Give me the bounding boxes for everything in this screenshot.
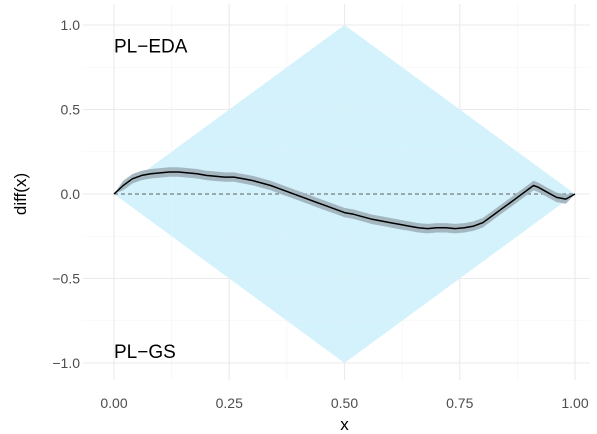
- annotation-top: PL−EDA: [114, 36, 188, 57]
- y-tick-label: 0.0: [61, 186, 81, 202]
- y-tick-labels: −1.0 −0.5 0.0 0.5 1.0: [52, 17, 80, 371]
- x-tick-label: 0.50: [331, 395, 358, 411]
- annotation-bottom: PL−GS: [114, 342, 176, 363]
- diamond-region: [114, 25, 575, 363]
- x-tick-label: 0.00: [100, 395, 127, 411]
- y-axis-title: diff(x): [11, 173, 30, 215]
- confidence-band: [114, 167, 575, 234]
- y-tick-label: −0.5: [52, 271, 80, 287]
- x-tick-labels: 0.00 0.25 0.50 0.75 1.00: [100, 395, 588, 411]
- y-tick-label: 0.5: [61, 102, 81, 118]
- annotations: PL−EDA PL−GS: [114, 36, 188, 363]
- x-tick-label: 1.00: [561, 395, 588, 411]
- x-axis-title: x: [340, 415, 349, 434]
- x-tick-label: 0.75: [446, 395, 473, 411]
- y-tick-label: −1.0: [52, 355, 80, 371]
- x-tick-label: 0.25: [216, 395, 243, 411]
- y-tick-label: 1.0: [61, 17, 81, 33]
- grid-overlay: [83, 4, 590, 380]
- series-line: [113, 171, 576, 230]
